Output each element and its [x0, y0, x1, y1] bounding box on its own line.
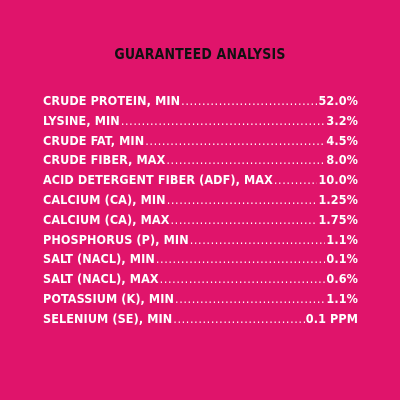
analysis-row: POTASSIUM (K), MIN 1.1% — [43, 289, 358, 309]
analysis-list: CRUDE PROTEIN, MIN 52.0% LYSINE, MIN 3.2… — [43, 91, 358, 329]
nutrient-label: CALCIUM (CA), MIN — [43, 191, 166, 207]
dot-leader — [160, 269, 326, 289]
nutrient-label: SALT (NACL), MIN — [43, 251, 155, 267]
nutrient-label: SALT (NACL), MAX — [43, 271, 159, 287]
analysis-row: LYSINE, MIN 3.2% — [43, 111, 358, 131]
nutrient-value: 52.0% — [318, 93, 358, 108]
nutrient-label: CRUDE PROTEIN, MIN — [43, 93, 181, 108]
nutrient-label: CRUDE FAT, MIN — [43, 132, 145, 148]
nutrient-label: LYSINE, MIN — [43, 112, 120, 128]
nutrient-value: 1.75% — [318, 211, 358, 227]
analysis-row: CALCIUM (CA), MIN 1.25% — [43, 190, 358, 210]
analysis-row: CRUDE FAT, MIN 4.5% — [43, 131, 358, 151]
nutrient-value: 0.6% — [326, 271, 358, 287]
nutrient-value: 8.0% — [326, 152, 358, 168]
nutrient-value: 1.25% — [318, 191, 358, 207]
dot-leader — [121, 111, 326, 131]
nutrient-value: 10.0% — [318, 172, 358, 188]
analysis-row: ACID DETERGENT FIBER (ADF), MAX 10.0% — [43, 170, 358, 190]
nutrient-value: 3.2% — [326, 112, 358, 128]
nutrient-value: 1.1% — [326, 231, 358, 247]
analysis-row: SELENIUM (SE), MIN 0.1 PPM — [43, 309, 358, 329]
dot-leader — [170, 210, 317, 230]
nutrient-value: 0.1% — [326, 251, 358, 267]
panel-title: GUARANTEED ANALYSIS — [114, 45, 286, 63]
nutrient-label: SELENIUM (SE), MIN — [43, 310, 173, 326]
dot-leader — [166, 150, 325, 170]
nutrient-value: 1.1% — [326, 290, 358, 306]
dot-leader — [175, 289, 325, 309]
nutrient-label: ACID DETERGENT FIBER (ADF), MAX — [43, 172, 273, 188]
dot-leader — [156, 249, 326, 269]
dot-leader — [274, 170, 318, 190]
dot-leader — [181, 91, 317, 111]
analysis-row: PHOSPHORUS (P), MIN 1.1% — [43, 230, 358, 250]
dot-leader — [173, 309, 304, 329]
nutrient-value: 0.1 PPM — [305, 310, 358, 326]
nutrient-label: CALCIUM (CA), MAX — [43, 211, 170, 227]
analysis-row: CRUDE PROTEIN, MIN 52.0% — [43, 91, 358, 111]
nutrient-label: CRUDE FIBER, MAX — [43, 152, 166, 168]
analysis-row: CALCIUM (CA), MAX 1.75% — [43, 210, 358, 230]
dot-leader — [145, 131, 325, 151]
dot-leader — [167, 190, 318, 210]
dot-leader — [190, 230, 326, 250]
analysis-row: SALT (NACL), MAX 0.6% — [43, 269, 358, 289]
analysis-row: CRUDE FIBER, MAX 8.0% — [43, 150, 358, 170]
analysis-row: SALT (NACL), MIN 0.1% — [43, 249, 358, 269]
nutrient-label: POTASSIUM (K), MIN — [43, 290, 175, 306]
nutrient-label: PHOSPHORUS (P), MIN — [43, 231, 189, 247]
nutrient-value: 4.5% — [326, 132, 358, 148]
